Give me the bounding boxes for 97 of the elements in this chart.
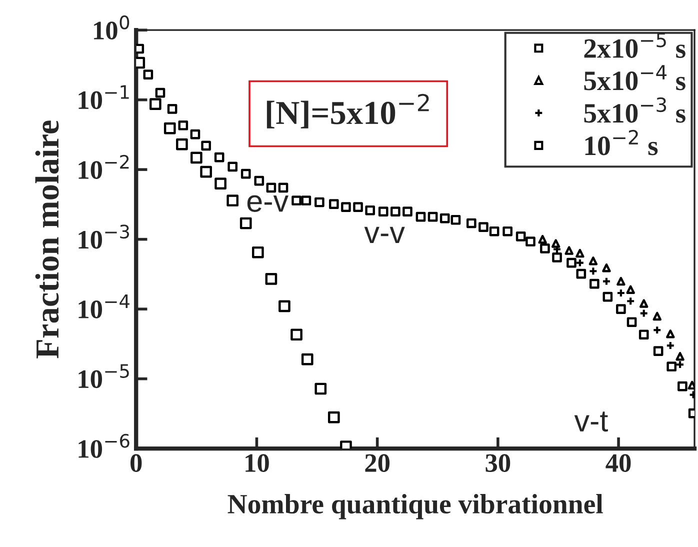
point bbox=[626, 296, 636, 306]
point bbox=[143, 70, 154, 80]
point bbox=[566, 258, 576, 268]
y-tick-label: 10$^{−5}$ bbox=[78, 364, 129, 388]
point bbox=[149, 98, 162, 110]
point bbox=[639, 308, 648, 318]
point bbox=[228, 162, 238, 172]
point bbox=[526, 236, 536, 246]
point bbox=[190, 129, 200, 140]
point bbox=[190, 152, 202, 164]
point bbox=[328, 199, 339, 209]
y-tick-label: 10$^{−4}$ bbox=[78, 294, 130, 318]
y-tick-label: 10$^{−3}$ bbox=[78, 224, 130, 249]
point bbox=[266, 182, 276, 193]
point bbox=[328, 411, 340, 424]
point bbox=[341, 202, 351, 212]
point bbox=[653, 346, 664, 356]
x-tick-label: 40 bbox=[606, 454, 631, 472]
point bbox=[390, 206, 400, 216]
x-tick-label: 20 bbox=[365, 454, 390, 472]
point bbox=[616, 276, 626, 286]
x-axis-title: Nombre quantique vibrationnel bbox=[228, 494, 603, 520]
y-tick-label: 10$^{−6}$ bbox=[78, 434, 130, 458]
point bbox=[167, 104, 178, 114]
legend-label: 2x10$^{−5}$ s bbox=[584, 32, 686, 58]
y-tick-label: 10$^{−2}$ bbox=[78, 154, 129, 179]
point bbox=[200, 166, 212, 178]
point bbox=[278, 300, 290, 312]
point bbox=[688, 380, 695, 390]
point bbox=[576, 248, 584, 258]
point bbox=[201, 140, 211, 151]
point bbox=[602, 263, 611, 272]
point bbox=[626, 317, 637, 328]
point bbox=[602, 292, 613, 302]
point bbox=[226, 194, 239, 206]
point bbox=[616, 304, 626, 314]
point bbox=[639, 299, 648, 308]
point bbox=[638, 330, 649, 340]
point bbox=[516, 232, 526, 242]
point bbox=[450, 214, 461, 225]
x-tick-label: 30 bbox=[486, 454, 510, 472]
point bbox=[353, 202, 363, 212]
point bbox=[254, 176, 264, 186]
point bbox=[292, 196, 302, 206]
point bbox=[678, 381, 688, 392]
y-axis-title: Fraction molaire bbox=[35, 120, 59, 358]
point bbox=[502, 226, 512, 236]
point bbox=[676, 352, 684, 361]
point bbox=[478, 222, 488, 232]
point bbox=[652, 312, 662, 321]
point bbox=[378, 206, 388, 216]
annotation: v-t bbox=[574, 412, 608, 432]
point bbox=[278, 182, 288, 193]
point bbox=[155, 88, 166, 98]
point bbox=[552, 252, 562, 262]
point bbox=[214, 152, 224, 162]
point bbox=[252, 246, 264, 258]
annotation: e-v bbox=[247, 195, 288, 212]
y-tick-label: 10$^{−1}$ bbox=[78, 85, 129, 110]
point bbox=[240, 217, 252, 230]
annotation: v-v bbox=[364, 226, 405, 244]
point bbox=[314, 382, 327, 395]
point bbox=[540, 244, 550, 254]
point bbox=[428, 212, 438, 222]
point bbox=[564, 246, 574, 255]
legend-label: 5x10$^{−4}$ s bbox=[584, 65, 686, 90]
point bbox=[466, 218, 476, 228]
legend-label: 5x10$^{−3}$ s bbox=[584, 97, 686, 123]
point bbox=[588, 266, 598, 276]
point bbox=[214, 178, 226, 190]
legend-label: 10$^{−2}$ s bbox=[585, 130, 658, 156]
point bbox=[301, 196, 312, 206]
point bbox=[176, 138, 188, 150]
x-tick-label: 10 bbox=[246, 454, 269, 472]
point bbox=[301, 353, 314, 366]
point bbox=[538, 234, 547, 244]
point bbox=[365, 205, 375, 216]
point bbox=[178, 120, 188, 130]
point bbox=[551, 239, 560, 248]
point bbox=[164, 122, 176, 134]
point bbox=[666, 330, 675, 338]
point bbox=[265, 273, 278, 285]
point bbox=[576, 268, 586, 279]
point bbox=[440, 213, 450, 224]
point bbox=[290, 328, 302, 341]
point bbox=[666, 362, 677, 372]
y-tick-label: 10$^{0}$ bbox=[94, 15, 130, 40]
point bbox=[416, 212, 426, 222]
point bbox=[240, 168, 251, 179]
point bbox=[489, 226, 500, 236]
x-tick-label: 0 bbox=[130, 454, 142, 472]
point bbox=[626, 285, 635, 294]
point bbox=[589, 278, 600, 289]
point bbox=[314, 197, 324, 208]
point bbox=[402, 206, 412, 216]
point bbox=[588, 256, 598, 266]
annotation: [N]=5x10$^{−2}$ bbox=[266, 94, 429, 128]
